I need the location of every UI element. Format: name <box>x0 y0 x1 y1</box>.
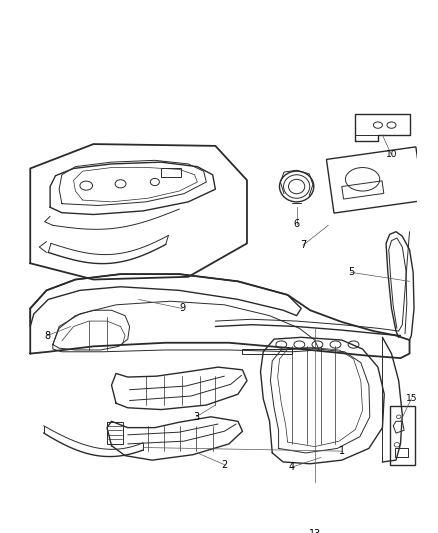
Text: 4: 4 <box>288 462 294 472</box>
Text: 15: 15 <box>406 394 417 403</box>
Bar <box>326 147 424 213</box>
Text: 5: 5 <box>348 268 354 277</box>
Text: 7: 7 <box>300 240 306 250</box>
Bar <box>107 422 123 444</box>
Text: 9: 9 <box>179 303 185 313</box>
Bar <box>390 406 415 465</box>
Text: 3: 3 <box>193 412 199 422</box>
Bar <box>161 168 181 176</box>
Text: 1: 1 <box>339 446 345 456</box>
Text: 10: 10 <box>386 150 397 159</box>
Bar <box>395 448 408 457</box>
Bar <box>243 349 292 354</box>
Bar <box>342 181 384 199</box>
Text: 6: 6 <box>293 220 300 229</box>
Text: 2: 2 <box>221 459 227 470</box>
Text: 8: 8 <box>44 330 50 341</box>
Text: 13: 13 <box>309 529 321 533</box>
